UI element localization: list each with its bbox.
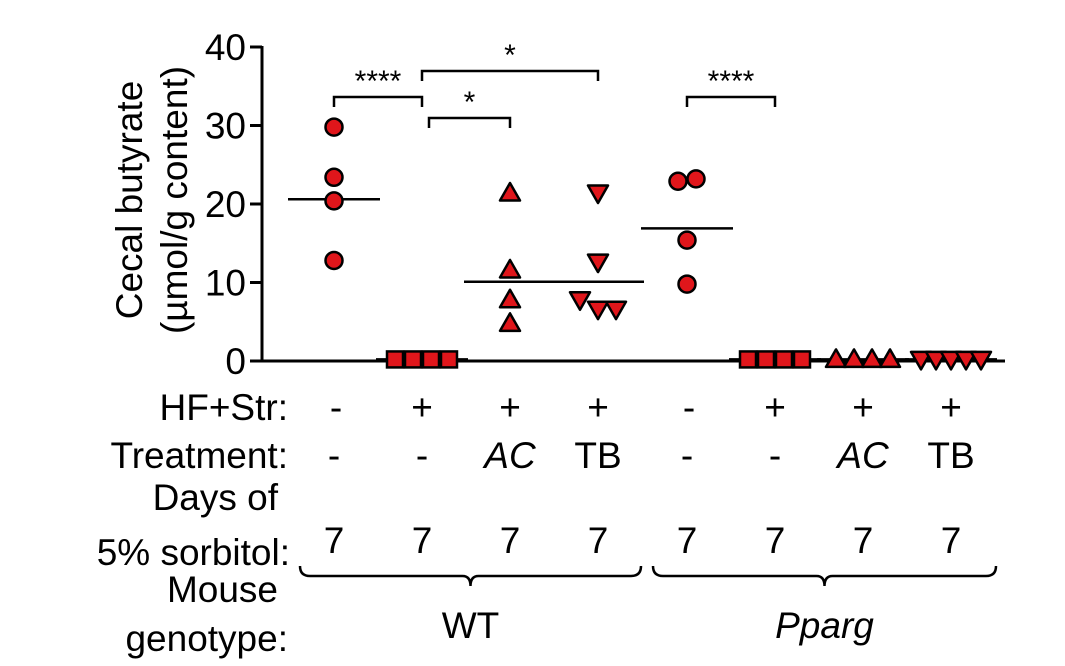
data-point-triangle-down	[586, 300, 610, 321]
row-label-genotype-2: genotype:	[125, 618, 288, 659]
data-point-triangle-up	[498, 258, 522, 279]
cell-treatment: -	[681, 435, 693, 476]
y-tick-label: 40	[205, 27, 246, 68]
data-point-triangle-down	[568, 291, 592, 312]
median-lines	[288, 198, 997, 361]
genotype-braces: WT Pparg	[298, 565, 998, 646]
data-point-triangle-down	[586, 184, 610, 205]
row-label-treatment: Treatment:	[110, 435, 288, 476]
data-point-triangle-up	[498, 312, 522, 333]
cell-hfstr: +	[852, 387, 874, 428]
significance-label: *	[464, 86, 476, 119]
data-point-triangle-up	[878, 348, 902, 369]
significance-bracket	[685, 95, 777, 107]
data-point-square	[385, 350, 405, 369]
row-label-days-2: 5% sorbitol:	[97, 532, 290, 573]
data-point-square	[774, 350, 794, 369]
data-point-triangle-up	[842, 348, 866, 369]
genotype-brace	[298, 565, 643, 587]
data-point-circle	[677, 274, 697, 294]
data-point-circle	[686, 169, 706, 189]
row-label-days-1: Days of	[153, 477, 279, 518]
row-label-genotype-1: Mouse	[167, 569, 278, 610]
data-point-circle	[668, 171, 688, 191]
genotype-label: WT	[442, 605, 500, 646]
cell-days: 7	[588, 520, 609, 561]
cell-hfstr: -	[683, 387, 695, 428]
data-points	[324, 117, 993, 371]
y-tick-label: 10	[205, 263, 246, 304]
data-point-circle	[324, 191, 344, 211]
row-label-hfstr: HF+Str:	[160, 387, 289, 428]
data-point-square	[439, 350, 459, 369]
data-point-triangle-down	[969, 350, 993, 371]
cell-days: 7	[941, 520, 962, 561]
cell-treatment: TB	[927, 435, 974, 476]
significance-brackets: **********	[332, 39, 777, 128]
cell-treatment: -	[328, 435, 340, 476]
data-point-triangle-up	[498, 181, 522, 202]
cell-days: 7	[677, 520, 698, 561]
cell-days: 7	[412, 520, 433, 561]
data-point-circle	[677, 230, 697, 250]
cell-days: 7	[765, 520, 786, 561]
genotype-brace	[651, 565, 998, 587]
data-point-triangle-down	[909, 350, 933, 371]
y-axis-title-line1: Cecal butyrate	[109, 81, 150, 320]
y-axis-title-line2: (µmol/g content)	[154, 66, 195, 334]
y-ticks: 0 10 20 30 40	[205, 27, 262, 382]
condition-table: - - 7 + - 7 + AC 7 + TB 7 - - 7 + - 7 + AC 7 + TB 7	[324, 387, 975, 561]
data-point-square	[738, 350, 758, 369]
cell-treatment: TB	[574, 435, 621, 476]
y-tick-label: 20	[205, 184, 246, 225]
data-point-triangle-down	[939, 350, 963, 371]
cell-hfstr: +	[411, 387, 433, 428]
cell-treatment: -	[769, 435, 781, 476]
data-point-circle	[324, 250, 344, 271]
cell-treatment: AC	[835, 435, 889, 476]
data-point-circle	[324, 117, 344, 137]
data-point-circle	[324, 167, 344, 188]
cell-days: 7	[324, 520, 345, 561]
data-point-square	[756, 350, 776, 369]
significance-label: ****	[355, 65, 402, 98]
cell-days: 7	[853, 520, 874, 561]
y-tick-label: 0	[225, 341, 246, 382]
cell-hfstr: +	[764, 387, 786, 428]
data-point-triangle-up	[860, 348, 884, 369]
cell-treatment: -	[416, 435, 428, 476]
cell-days: 7	[500, 520, 521, 561]
data-point-square	[421, 350, 441, 369]
cell-hfstr: -	[330, 387, 342, 428]
significance-label: *	[504, 39, 516, 72]
data-point-square	[792, 350, 812, 369]
data-point-triangle-down	[924, 350, 948, 371]
genotype-label: Pparg	[775, 605, 874, 646]
data-point-triangle-up	[824, 348, 848, 369]
cell-treatment: AC	[482, 435, 536, 476]
data-point-square	[403, 350, 423, 369]
significance-bracket	[332, 95, 424, 107]
significance-bracket	[427, 116, 512, 128]
significance-bracket	[420, 69, 600, 81]
cell-hfstr: +	[499, 387, 521, 428]
cell-hfstr: +	[587, 387, 609, 428]
significance-label: ****	[708, 65, 755, 98]
data-point-triangle-down	[604, 300, 628, 321]
cell-hfstr: +	[940, 387, 962, 428]
data-point-triangle-down	[586, 253, 610, 274]
y-tick-label: 30	[205, 106, 246, 147]
data-point-triangle-up	[498, 288, 522, 309]
data-point-triangle-down	[954, 350, 978, 371]
